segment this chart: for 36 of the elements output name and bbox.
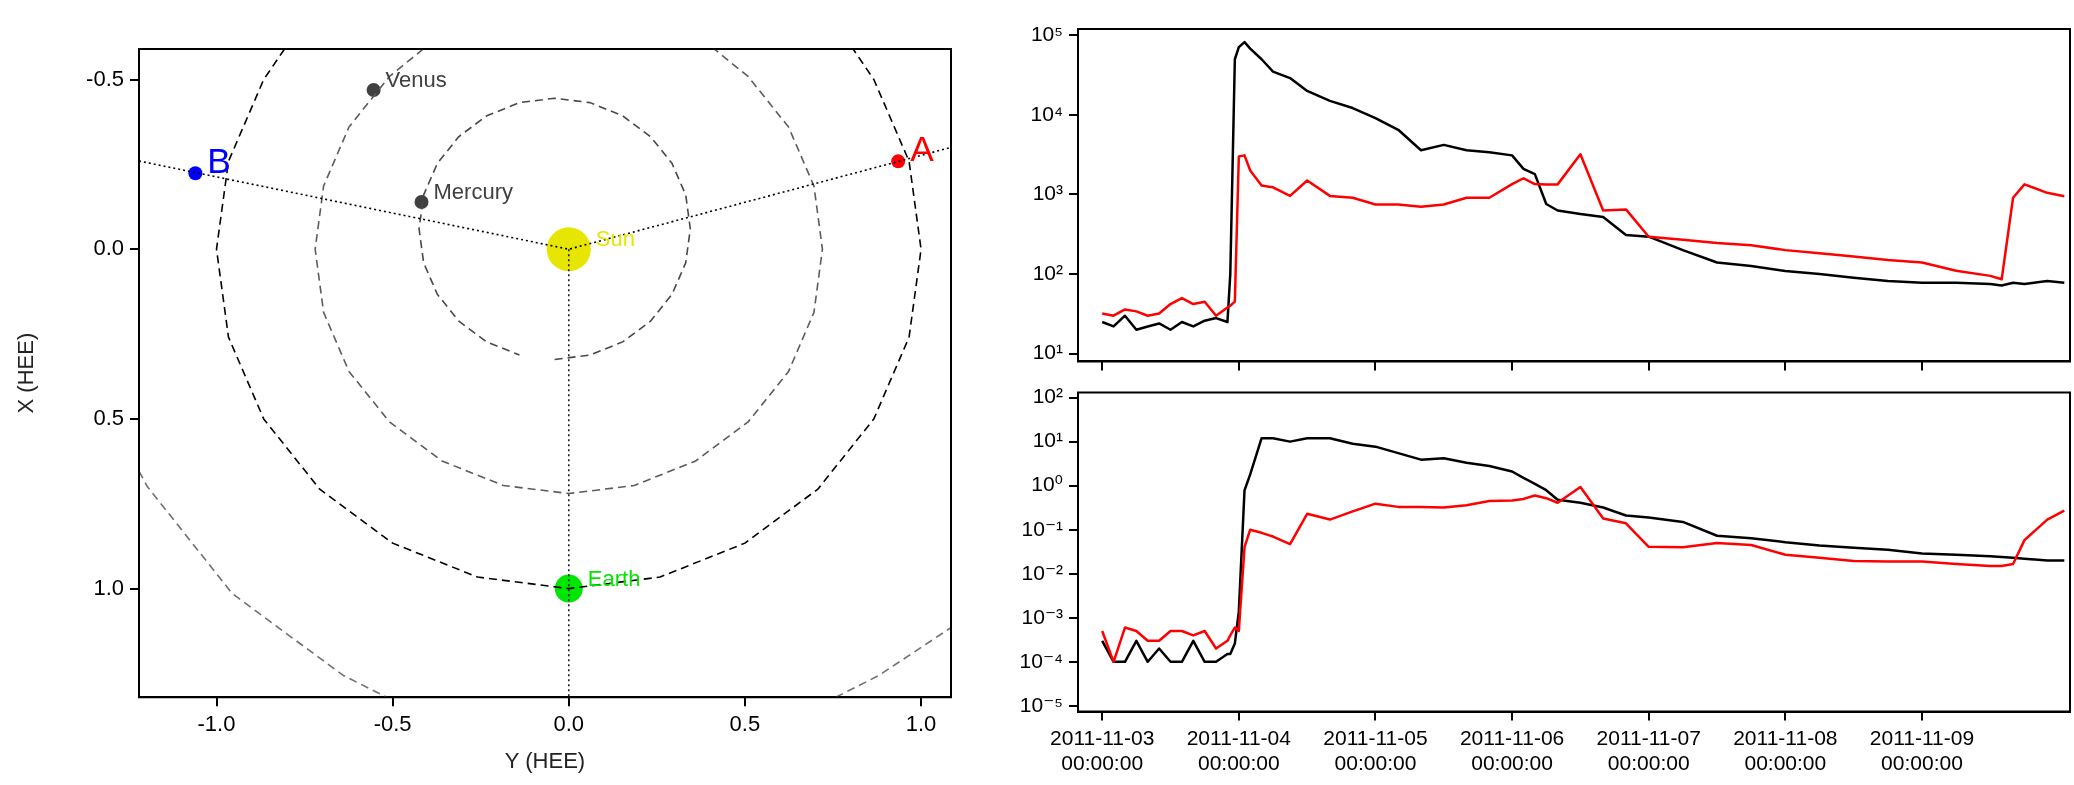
series-label: Sun — [595, 226, 635, 252]
y-tick-label: 10⁻⁵ — [1019, 692, 1063, 716]
y-axis-title: X (HEE) — [13, 332, 39, 414]
y-tick-label: 10⁰ — [1031, 472, 1063, 496]
x-tick-label: -1.0 — [197, 711, 236, 737]
y-tick-label: 10⁴ — [1030, 101, 1063, 125]
y-tick-label: 10⁻⁴ — [1019, 648, 1063, 672]
y-tick-label: 10¹ — [1032, 340, 1063, 364]
x-tick-label: 2011-11-03 00:00:00 — [1050, 726, 1155, 775]
x-tick-label: 2011-11-09 00:00:00 — [1869, 726, 1975, 775]
series-label: A — [910, 129, 935, 169]
x-tick-label: -0.5 — [373, 711, 412, 737]
y-tick-label: 10⁵ — [1030, 22, 1063, 46]
x-tick-label: 2011-11-05 00:00:00 — [1323, 726, 1428, 775]
y-tick-label: 10¹ — [1032, 428, 1063, 452]
series-label: Mercury — [433, 179, 513, 205]
x-tick-label: 0.5 — [729, 711, 761, 737]
y-tick-label: 10² — [1032, 260, 1063, 284]
y-tick-label: 10³ — [1032, 181, 1063, 205]
y-tick-label: 10⁻² — [1021, 560, 1064, 584]
y-tick-label: 10² — [1032, 384, 1063, 408]
y-tick-label: 1.0 — [93, 574, 124, 600]
y-tick-label: -0.5 — [86, 65, 124, 91]
x-tick-label: 2011-11-06 00:00:00 — [1459, 726, 1565, 775]
x-tick-label: 2011-11-04 00:00:00 — [1186, 726, 1292, 775]
y-tick-label: 10⁻³ — [1021, 604, 1064, 628]
series-label: Venus — [385, 67, 447, 93]
series-label: B — [207, 140, 231, 180]
y-tick-label: 10⁻¹ — [1021, 516, 1064, 540]
y-tick-label: 0.5 — [93, 404, 124, 430]
x-tick-label: 2011-11-07 00:00:00 — [1596, 726, 1701, 775]
x-axis-title: Y (HEE) — [504, 747, 586, 773]
x-tick-label: 0.0 — [553, 711, 585, 737]
x-tick-label: 2011-11-08 00:00:00 — [1733, 726, 1838, 775]
x-tick-label: 1.0 — [905, 711, 937, 737]
y-tick-label: 0.0 — [93, 235, 124, 261]
